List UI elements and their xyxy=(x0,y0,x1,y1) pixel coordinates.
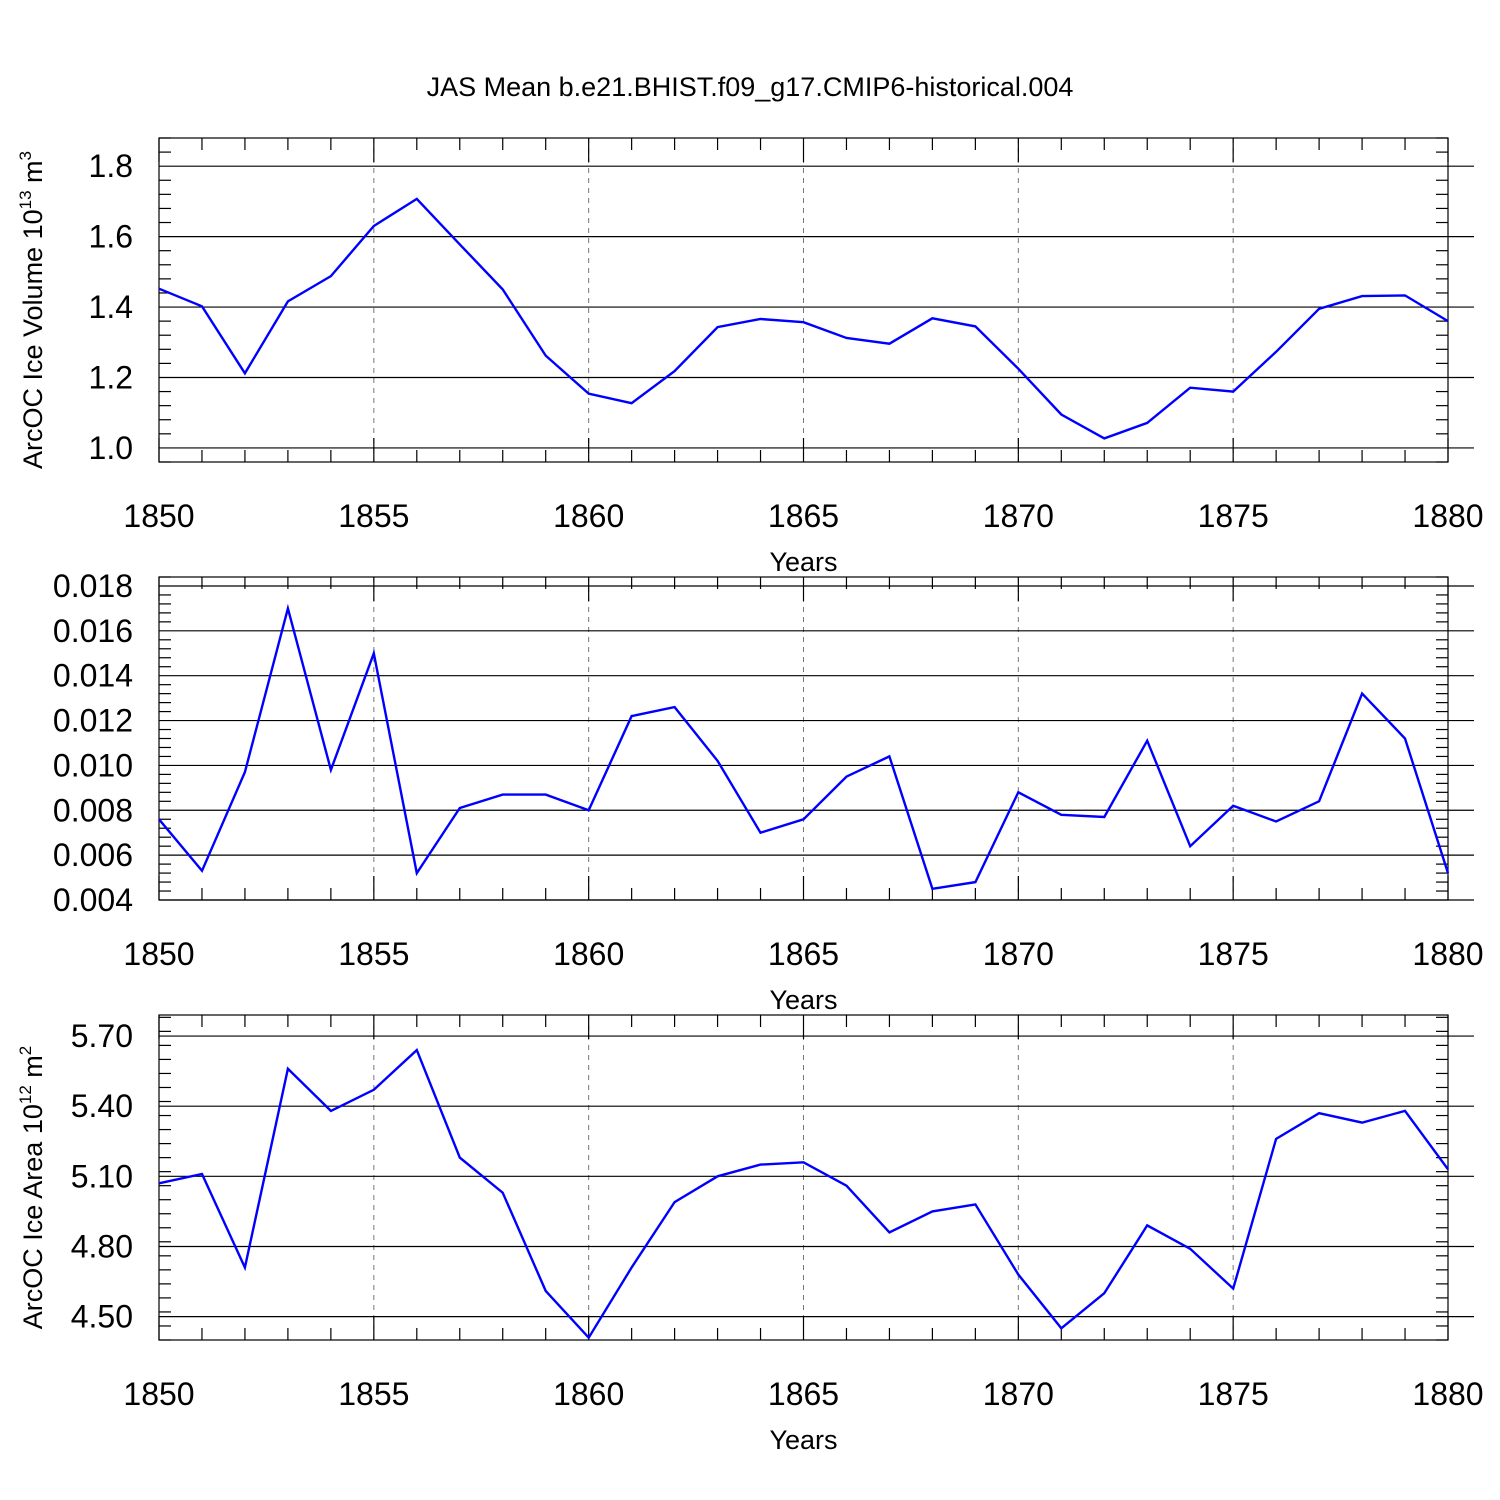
x-axis-title: Years xyxy=(769,547,837,577)
chart-panel-2: 0.004 0.006 0.008 0.010 0.012 0.014 0.016 0.018… xyxy=(53,568,1484,1015)
y-tick-label: 0.014 xyxy=(53,658,133,694)
y-tick-label: 1.8 xyxy=(89,148,133,184)
x-tick-label: 1865 xyxy=(768,498,839,534)
y-tick-label: 1.4 xyxy=(89,289,133,325)
y-tick-label: 0.008 xyxy=(53,792,133,828)
series-line xyxy=(158,1048,1449,1340)
x-tick-label: 1865 xyxy=(768,936,839,972)
chart-panel-1: 1.0 1.2 1.4 1.6 1.8 1850 1855 1860 1865 1870 1875 1… xyxy=(16,137,1484,577)
x-tick-label: 1860 xyxy=(553,498,624,534)
x-tick-label: 1850 xyxy=(123,1376,194,1412)
chart-title: JAS Mean b.e21.BHIST.f09_g17.CMIP6-histo… xyxy=(427,72,1074,102)
y-tick-label: 0.016 xyxy=(53,613,133,649)
x-tick-label: 1860 xyxy=(553,1376,624,1412)
x-tick-label: 1880 xyxy=(1412,936,1483,972)
plot-frame xyxy=(158,576,1449,901)
y-tick-label: 0.010 xyxy=(53,747,133,783)
x-tick-label: 1850 xyxy=(123,936,194,972)
y-tick-label: 1.2 xyxy=(89,359,133,395)
x-tick-label: 1870 xyxy=(983,936,1054,972)
y-tick-label: 4.80 xyxy=(71,1228,133,1264)
x-axis-title: Years xyxy=(769,985,837,1015)
y-tick-label: 5.40 xyxy=(71,1088,133,1124)
x-tick-label: 1875 xyxy=(1198,936,1269,972)
chart-panel-3: 4.50 4.80 5.10 5.40 5.70 1850 1855 1860 1865 1870… xyxy=(16,1014,1484,1455)
y-axis-title: ArcOC Ice Area 1012 m2 xyxy=(16,1046,48,1330)
y-tick-label: 0.006 xyxy=(53,837,133,873)
y-tick-label: 5.10 xyxy=(71,1158,133,1194)
y-tick-label: 1.0 xyxy=(89,430,133,466)
plot-frame xyxy=(158,1014,1449,1341)
x-axis-title: Years xyxy=(769,1425,837,1455)
x-tick-label: 1880 xyxy=(1412,1376,1483,1412)
x-tick-label: 1865 xyxy=(768,1376,839,1412)
x-tick-label: 1870 xyxy=(983,1376,1054,1412)
y-tick-label: 0.018 xyxy=(53,568,133,604)
x-tick-label: 1875 xyxy=(1198,498,1269,534)
x-tick-label: 1855 xyxy=(338,498,409,534)
plot-frame xyxy=(158,137,1449,463)
x-tick-label: 1875 xyxy=(1198,1376,1269,1412)
x-tick-label: 1855 xyxy=(338,1376,409,1412)
y-tick-label: 1.6 xyxy=(89,219,133,255)
x-tick-label: 1880 xyxy=(1412,498,1483,534)
y-tick-label: 0.012 xyxy=(53,703,133,739)
y-tick-label: 4.50 xyxy=(71,1299,133,1335)
x-tick-label: 1850 xyxy=(123,498,194,534)
y-tick-label: 0.004 xyxy=(53,882,133,918)
x-tick-label: 1855 xyxy=(338,936,409,972)
y-tick-label: 5.70 xyxy=(71,1018,133,1054)
x-tick-label: 1860 xyxy=(553,936,624,972)
y-axis-title: ArcOC Ice Volume 1013 m3 xyxy=(16,151,48,469)
x-tick-label: 1870 xyxy=(983,498,1054,534)
